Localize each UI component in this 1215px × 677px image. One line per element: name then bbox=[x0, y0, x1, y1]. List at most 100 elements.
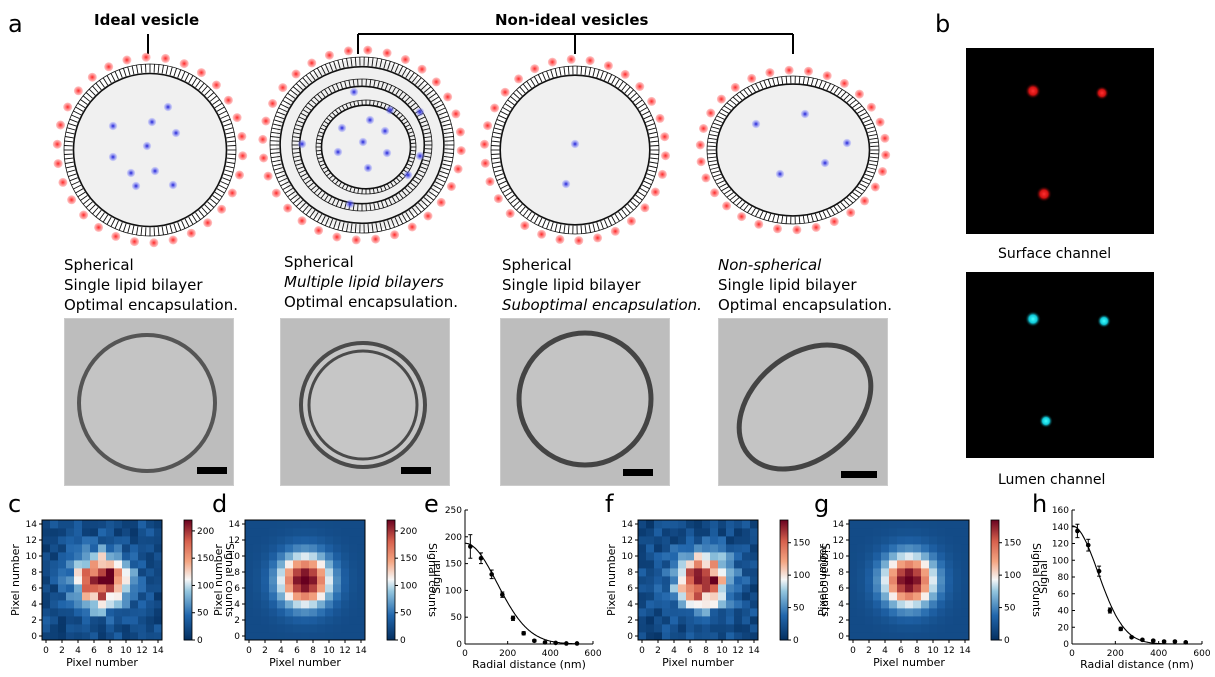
surface-label-dot bbox=[258, 134, 268, 144]
colorbar-segment bbox=[991, 550, 999, 553]
heatmap-cell bbox=[301, 544, 310, 553]
heatmap-cell bbox=[849, 584, 858, 593]
heatmap-cell bbox=[961, 528, 970, 537]
heatmap-cell bbox=[317, 520, 326, 529]
colorbar-segment bbox=[780, 588, 788, 591]
heatmap-cell bbox=[646, 592, 655, 601]
heatmap-cell bbox=[710, 584, 719, 593]
surface-spot bbox=[1095, 86, 1109, 100]
heatmap-cell bbox=[138, 616, 147, 625]
heatmap-cell bbox=[138, 552, 147, 561]
heatmap-cell bbox=[341, 608, 350, 617]
heatmap-cell bbox=[889, 560, 898, 569]
heatmap-cell bbox=[90, 560, 99, 569]
colorbar-segment bbox=[991, 552, 999, 555]
data-point bbox=[1075, 528, 1080, 534]
y-tick-label: 6 bbox=[627, 584, 633, 594]
surface-label-dot bbox=[878, 167, 887, 176]
colorbar-segment bbox=[184, 602, 192, 605]
heatmap-cell bbox=[58, 616, 67, 625]
heatmap-cell bbox=[849, 544, 858, 553]
x-tick-label: 8 bbox=[914, 646, 920, 656]
colorbar-label: Signal counts bbox=[819, 543, 832, 617]
colorbar-segment bbox=[780, 524, 788, 527]
description-multilamellar: Spherical Multiple lipid bilayers Optima… bbox=[284, 252, 458, 312]
colorbar-segment bbox=[387, 590, 395, 593]
surface-label-dot bbox=[94, 222, 104, 232]
heatmap-cell bbox=[253, 520, 262, 529]
colorbar-segment bbox=[184, 628, 192, 631]
heatmap-cell bbox=[293, 520, 302, 529]
colorbar-segment bbox=[991, 584, 999, 587]
y-tick-label: 20 bbox=[1058, 623, 1070, 633]
heatmap-cell bbox=[678, 592, 687, 601]
heatmap-cell bbox=[98, 528, 107, 537]
heatmap-cell bbox=[154, 552, 163, 561]
heatmap-cell bbox=[694, 528, 703, 537]
colorbar-segment bbox=[387, 638, 395, 641]
heatmap-cell bbox=[961, 560, 970, 569]
heatmap-cell bbox=[718, 536, 727, 545]
colorbar-segment bbox=[184, 560, 192, 563]
heatmap-cell bbox=[881, 584, 890, 593]
heatmap-cell bbox=[317, 576, 326, 585]
x-tick-label: 12 bbox=[339, 646, 350, 656]
heatmap-cell bbox=[873, 600, 882, 609]
x-tick-label: 6 bbox=[294, 646, 300, 656]
heatmap-cell bbox=[261, 528, 270, 537]
colorbar-segment bbox=[184, 632, 192, 635]
heatmap-cell bbox=[138, 632, 147, 641]
colorbar-segment bbox=[991, 534, 999, 537]
cargo-dot bbox=[147, 117, 157, 127]
colorbar-segment bbox=[184, 634, 192, 637]
cargo-dot bbox=[820, 158, 830, 168]
colorbar-segment bbox=[780, 536, 788, 539]
heatmap-cell bbox=[285, 544, 294, 553]
surface-label-dot bbox=[566, 54, 576, 64]
heatmap-cell bbox=[146, 536, 155, 545]
heatmap-cell bbox=[58, 592, 67, 601]
heatmap-cell bbox=[929, 520, 938, 529]
heatmap-cell bbox=[309, 552, 318, 561]
heatmap-cell bbox=[90, 592, 99, 601]
heatmap-cell bbox=[261, 576, 270, 585]
data-point bbox=[1129, 635, 1134, 640]
colorbar-segment bbox=[991, 546, 999, 549]
surface-label-dot bbox=[343, 46, 353, 56]
heatmap-cell bbox=[857, 560, 866, 569]
heatmap-cell bbox=[277, 592, 286, 601]
cargo-dot bbox=[150, 166, 160, 176]
colorbar-segment bbox=[184, 564, 192, 567]
heatmap-cell bbox=[50, 592, 59, 601]
heatmap-cell bbox=[357, 528, 366, 537]
surface-label-dot bbox=[860, 196, 870, 206]
surface-label-dot bbox=[423, 211, 433, 221]
heatmap-cell bbox=[646, 608, 655, 617]
heatmap-cell bbox=[937, 600, 946, 609]
y-tick-label: 50 bbox=[451, 613, 463, 623]
vesicle-lumen bbox=[499, 74, 651, 226]
vesicle-lumen bbox=[72, 72, 228, 228]
colorbar-segment bbox=[780, 612, 788, 615]
colorbar-segment bbox=[387, 566, 395, 569]
surface-label-dot bbox=[271, 188, 281, 198]
heatmap-cell bbox=[317, 624, 326, 633]
colorbar-tick-label: 150 bbox=[197, 554, 214, 564]
colorbar-segment bbox=[780, 548, 788, 551]
colorbar-segment bbox=[387, 554, 395, 557]
colorbar-tick-label: 200 bbox=[197, 527, 214, 537]
heatmap-cell bbox=[937, 528, 946, 537]
colorbar-segment bbox=[387, 552, 395, 555]
desc-line: Spherical bbox=[502, 256, 572, 274]
heatmap-cell bbox=[293, 552, 302, 561]
surface-label-dot bbox=[620, 69, 630, 79]
heatmap-cell bbox=[269, 520, 278, 529]
heatmap-cell bbox=[50, 520, 59, 529]
colorbar-segment bbox=[387, 568, 395, 571]
colorbar-segment bbox=[184, 552, 192, 555]
colorbar-segment bbox=[991, 556, 999, 559]
heatmap-cell bbox=[138, 544, 147, 553]
surface-label-dot bbox=[880, 133, 890, 143]
heatmap-cell bbox=[349, 584, 358, 593]
